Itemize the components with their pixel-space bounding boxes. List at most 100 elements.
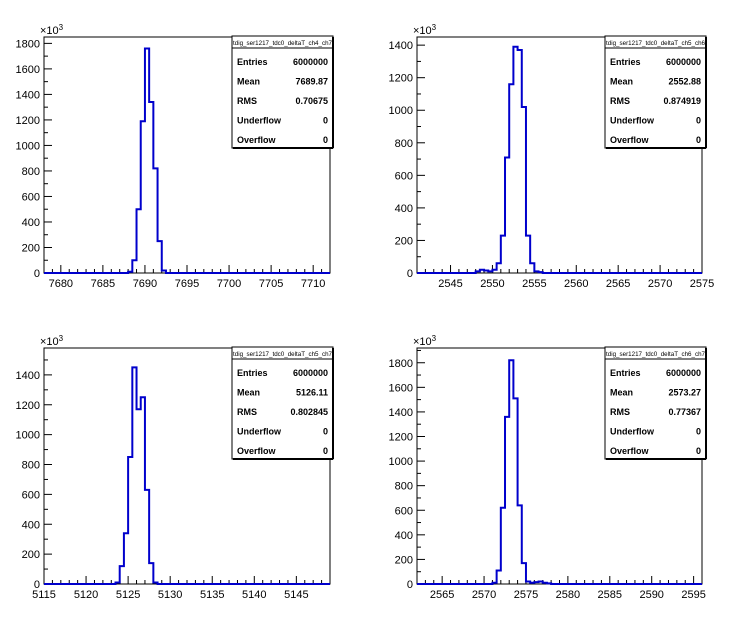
histogram-line <box>44 366 330 585</box>
y-tick-label: 1400 <box>389 407 413 419</box>
stats-value: 6000000 <box>293 57 328 67</box>
y-tick-label: 0 <box>34 579 40 591</box>
y-multiplier-exponent: 3 <box>59 334 64 343</box>
stats-label: Mean <box>237 388 260 398</box>
stats-box <box>231 35 334 149</box>
y-multiplier-exponent: 3 <box>432 23 437 32</box>
x-tick-label: 5145 <box>284 589 308 601</box>
stats-label: Mean <box>610 388 633 398</box>
stats-label: RMS <box>237 96 257 106</box>
x-tick-label: 2595 <box>681 589 705 601</box>
y-tick-label: 1400 <box>389 40 413 52</box>
stats-value: 0.70675 <box>295 96 328 106</box>
histogram-panel-4: 0 200 400 600 800 1000 1200 1400 1600 1800 2565 257… <box>389 334 707 601</box>
x-tick-label: 2555 <box>522 278 546 290</box>
y-tick-label: 200 <box>22 549 40 561</box>
x-tick-label: 2580 <box>556 589 580 601</box>
stats-value: 0.802845 <box>290 407 328 417</box>
histogram-panel-2: 0 200 400 600 800 1000 1200 1400 2545 2550 2555 256… <box>389 23 715 290</box>
y-tick-label: 600 <box>22 489 40 501</box>
y-tick-label: 200 <box>22 242 40 254</box>
x-tick-label: 5115 <box>32 589 56 601</box>
x-tick-label: 2575 <box>690 278 714 290</box>
stats-label: Mean <box>237 77 260 87</box>
y-tick-label: 800 <box>22 166 40 178</box>
stats-value: 2552.88 <box>668 77 701 87</box>
stats-value: 6000000 <box>666 368 701 378</box>
y-tick-label: 800 <box>395 138 413 150</box>
y-tick-label: 600 <box>395 170 413 182</box>
y-multiplier-exponent: 3 <box>59 23 64 32</box>
stats-value: 0 <box>323 135 328 145</box>
stats-box <box>604 35 707 149</box>
stats-label: RMS <box>237 407 257 417</box>
stats-label: Mean <box>610 77 633 87</box>
stats-value: 0.874919 <box>663 96 701 106</box>
y-tick-label: 1800 <box>389 358 413 370</box>
y-tick-label: 600 <box>395 505 413 517</box>
stats-label: Underflow <box>610 427 655 437</box>
y-tick-label: 1400 <box>16 89 40 101</box>
x-tick-label: 7685 <box>91 278 115 290</box>
y-multiplier-label: ×103 <box>40 23 64 37</box>
y-tick-label: 1200 <box>16 115 40 127</box>
x-tick-label: 2560 <box>564 278 588 290</box>
x-tick-label: 7705 <box>259 278 283 290</box>
x-tick-label: 7680 <box>49 278 73 290</box>
stats-value: 7689.87 <box>295 77 328 87</box>
stats-label: Entries <box>237 57 268 67</box>
x-tick-label: 2545 <box>438 278 462 290</box>
x-tick-label: 5125 <box>116 589 140 601</box>
stats-label: Underflow <box>237 116 282 126</box>
y-tick-label: 0 <box>34 268 40 280</box>
x-tick-label: 2585 <box>598 589 622 601</box>
histogram-panel-1: 0 200 400 600 800 1000 1200 1400 1600 1800 7680 768… <box>16 23 334 290</box>
y-tick-label: 1600 <box>389 382 413 394</box>
y-tick-label: 400 <box>22 217 40 229</box>
stats-label: Entries <box>237 368 268 378</box>
stats-label: Underflow <box>610 116 655 126</box>
stats-title: tdig_ser1217_tdc0_deltaT_ch5_ch6 <box>606 41 706 47</box>
y-multiplier-label: ×103 <box>40 334 64 348</box>
stats-label: Entries <box>610 57 641 67</box>
stats-box <box>604 346 707 460</box>
stats-value: 0 <box>323 427 328 437</box>
x-tick-label: 7700 <box>217 278 241 290</box>
x-tick-label: 2570 <box>648 278 672 290</box>
stats-label: Underflow <box>237 427 282 437</box>
stats-label: Entries <box>610 368 641 378</box>
x-tick-label: 2590 <box>639 589 663 601</box>
stats-box <box>231 346 334 460</box>
y-tick-label: 800 <box>395 481 413 493</box>
x-tick-label: 7690 <box>133 278 157 290</box>
x-tick-label: 2575 <box>514 589 538 601</box>
y-tick-label: 1200 <box>389 432 413 444</box>
stats-label: Overflow <box>237 135 277 145</box>
y-multiplier-exponent: 3 <box>432 334 437 343</box>
y-tick-label: 1000 <box>389 456 413 468</box>
stats-value: 0 <box>696 427 701 437</box>
y-tick-label: 400 <box>395 203 413 215</box>
histogram-line <box>417 359 702 585</box>
stats-title: tdig_ser1217_tdc0_deltaT_ch4_ch7 <box>233 41 333 47</box>
stats-value: 0.77367 <box>668 407 701 417</box>
x-tick-label: 2565 <box>606 278 630 290</box>
stats-value: 5126.11 <box>296 388 328 398</box>
x-tick-label: 2565 <box>430 589 454 601</box>
x-tick-label: 5120 <box>74 589 98 601</box>
y-tick-label: 400 <box>395 530 413 542</box>
stats-value: 0 <box>323 116 328 126</box>
stats-value: 0 <box>323 446 328 456</box>
y-tick-label: 0 <box>407 579 413 591</box>
x-tick-label: 5140 <box>242 589 266 601</box>
y-multiplier-label: ×103 <box>413 334 437 348</box>
stats-label: Overflow <box>610 446 650 456</box>
y-tick-label: 200 <box>395 554 413 566</box>
y-tick-label: 800 <box>22 460 40 472</box>
x-tick-label: 2550 <box>480 278 504 290</box>
y-tick-label: 1800 <box>16 38 40 50</box>
stats-title: tdig_ser1217_tdc0_deltaT_ch6_ch7 <box>606 352 706 358</box>
x-tick-label: 7710 <box>301 278 325 290</box>
stats-value: 0 <box>696 116 701 126</box>
y-tick-label: 1400 <box>16 370 40 382</box>
